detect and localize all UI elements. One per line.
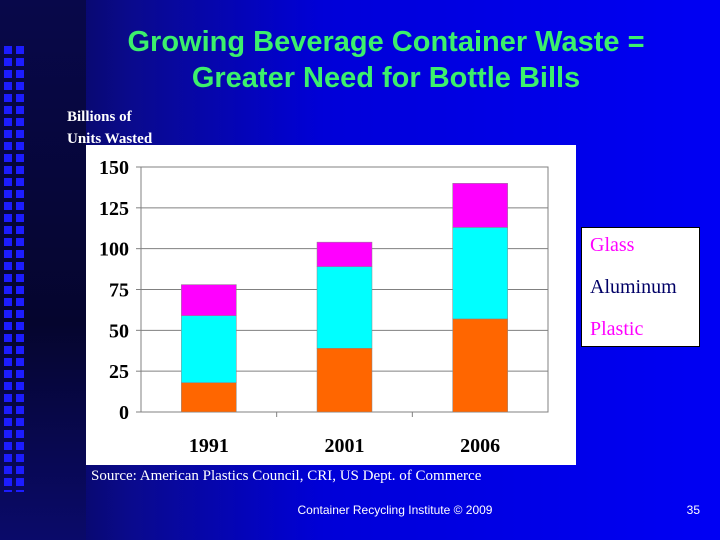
y-tick-label: 25: [109, 361, 129, 383]
slide-title-line-1: Growing Beverage Container Waste =: [127, 26, 645, 58]
bar-glass-2006: [452, 183, 508, 228]
bar-plastic-2001: [316, 348, 373, 413]
stacked-bar-chart: 0 25 50 75 100 125 150 1991 2001 2006: [99, 157, 549, 457]
bar-plastic-1991: [181, 382, 237, 413]
slide-footer: Container Recycling Institute © 2009: [297, 503, 493, 517]
legend-item-plastic: Plastic: [590, 318, 644, 340]
slide-title-line-2: Greater Need for Bottle Bills: [191, 62, 581, 94]
bar-aluminum-1991: [181, 315, 237, 383]
y-tick-label: 50: [109, 320, 129, 342]
bar-aluminum-2001: [316, 266, 373, 349]
bar-glass-1991: [181, 284, 237, 316]
y-tick-label: 0: [119, 402, 129, 424]
x-tick-label: 2001: [325, 435, 365, 457]
x-tick-label: 1991: [189, 435, 229, 457]
y-axis-label-line-2: Units Wasted: [67, 131, 153, 147]
page-number: 35: [686, 503, 700, 517]
y-tick-label: 150: [99, 157, 129, 179]
legend-item-glass: Glass: [590, 234, 635, 256]
legend-item-aluminum: Aluminum: [590, 276, 677, 298]
y-tick-label: 100: [99, 239, 129, 261]
bar-glass-2001: [316, 241, 373, 267]
y-axis-label-line-1: Billions of: [67, 109, 132, 125]
slide-title: Growing Beverage Container Waste = Great…: [86, 24, 686, 96]
y-tick-label: 125: [99, 198, 129, 220]
bar-aluminum-2006: [452, 227, 508, 320]
y-axis-label: Billions of Units Wasted: [67, 106, 152, 150]
x-tick-label: 2006: [460, 435, 500, 457]
y-tick-label: 75: [109, 280, 129, 302]
source-note: Source: American Plastics Council, CRI, …: [91, 468, 482, 484]
decorative-square-pattern: [4, 46, 24, 492]
chart-legend: Glass Aluminum Plastic: [581, 227, 700, 347]
bar-plastic-2006: [452, 318, 508, 413]
chart-plot-area: 0 25 50 75 100 125 150 1991 2001 2006: [86, 145, 576, 465]
